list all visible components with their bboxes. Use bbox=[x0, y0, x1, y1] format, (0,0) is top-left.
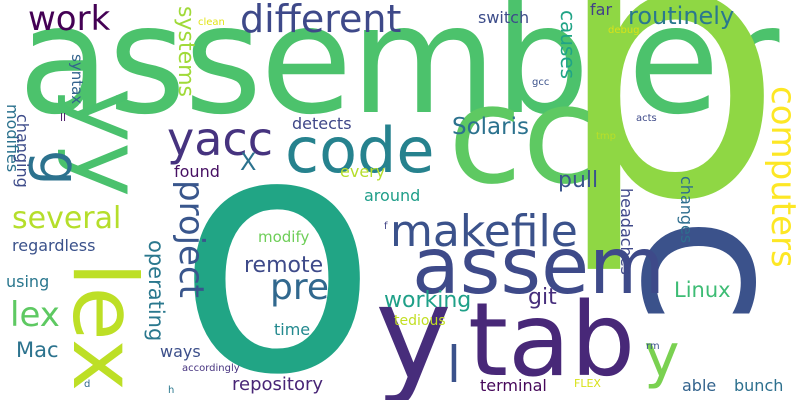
word-regardless: regardless bbox=[12, 236, 96, 255]
word-work: work bbox=[28, 0, 111, 39]
word-accordingly: accordingly bbox=[182, 363, 240, 374]
word-far: far bbox=[590, 0, 613, 19]
word-project: project bbox=[171, 180, 211, 299]
word-syntax: syntax bbox=[68, 54, 86, 105]
word-mac: Mac bbox=[16, 338, 59, 362]
word-remote: remote bbox=[244, 253, 324, 278]
word-y-small: y bbox=[644, 321, 680, 391]
word-pre: pre bbox=[270, 267, 330, 308]
word-tmp: tmp bbox=[596, 131, 617, 142]
word-f: f bbox=[384, 221, 388, 232]
word-time: time bbox=[274, 320, 311, 339]
word-gcc: gcc bbox=[532, 77, 550, 88]
word-routinely: routinely bbox=[628, 2, 735, 30]
word-g: g bbox=[26, 150, 91, 186]
word-h: h bbox=[168, 385, 175, 396]
word-causes: causes bbox=[556, 10, 580, 80]
word-tedious: tedious bbox=[394, 313, 446, 329]
word-systems: systems bbox=[173, 6, 198, 97]
word-assem: assem bbox=[412, 222, 666, 312]
word-x: X bbox=[240, 148, 257, 176]
word-working: working bbox=[384, 288, 472, 313]
word-every: every bbox=[340, 162, 386, 181]
word-solaris: Solaris bbox=[452, 114, 529, 140]
word-bunch: bunch bbox=[734, 376, 784, 395]
word-using: using bbox=[6, 272, 50, 291]
word-changes: changes bbox=[677, 176, 696, 244]
word-linux: Linux bbox=[674, 278, 731, 302]
word-ways: ways bbox=[160, 342, 201, 361]
word-detects: detects bbox=[292, 114, 352, 133]
word-lex-vertical: lex bbox=[53, 262, 156, 392]
word-changing: changing bbox=[13, 114, 32, 188]
word-l: l bbox=[447, 336, 461, 394]
word-assembler: assembler bbox=[18, 0, 779, 148]
word-computers: computers bbox=[763, 86, 800, 268]
word-lex: lex bbox=[10, 295, 60, 335]
word-p: p bbox=[555, 0, 784, 279]
word-found: found bbox=[174, 162, 220, 181]
word-different: different bbox=[240, 0, 402, 41]
word-rm: rm bbox=[646, 341, 660, 352]
word-makefile: makefile bbox=[390, 206, 578, 257]
word-yacc: yacc bbox=[167, 112, 273, 166]
word-cc: cc bbox=[448, 57, 597, 214]
word-d: d bbox=[84, 379, 91, 390]
word-around: around bbox=[364, 186, 421, 205]
word-several: several bbox=[12, 201, 122, 236]
word-terminal: terminal bbox=[480, 376, 547, 395]
word-code: code bbox=[285, 114, 435, 187]
word-ll: ll bbox=[60, 111, 67, 124]
word-switch: switch bbox=[478, 8, 530, 27]
word-git: git bbox=[528, 285, 557, 310]
word-o: o bbox=[176, 63, 378, 400]
word-acts: acts bbox=[636, 113, 657, 124]
word-pull: pull bbox=[558, 168, 599, 193]
word-repository: repository bbox=[232, 374, 324, 395]
word-flex: FLEX bbox=[574, 377, 601, 390]
word-debug: debug bbox=[608, 25, 640, 36]
word-y-large: y bbox=[375, 257, 452, 400]
word-headaches: headaches bbox=[617, 188, 636, 275]
word-clean: clean bbox=[198, 17, 225, 28]
word-tab: tab bbox=[468, 281, 636, 400]
word-modify: modify bbox=[258, 228, 310, 246]
word-able: able bbox=[682, 376, 717, 395]
word-operating: operating bbox=[144, 240, 168, 342]
